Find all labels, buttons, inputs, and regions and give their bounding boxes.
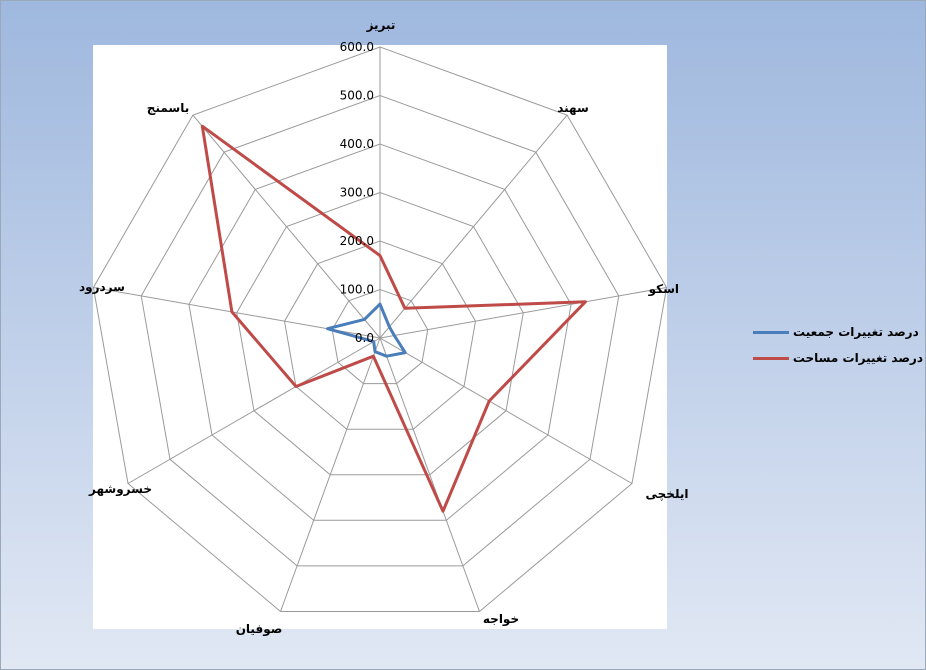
category-label-4: خواجه: [483, 612, 519, 627]
category-label-7: سردرود: [79, 280, 125, 295]
grid-spoke-5: [280, 337, 381, 612]
tick-label-1: 100.0: [340, 283, 374, 297]
grid-spoke-1: [379, 114, 568, 339]
legend-label-area: درصد تغییرات مساحت: [792, 351, 923, 365]
grid-ring-2: [283, 240, 477, 430]
grid-ring-3: [236, 191, 524, 476]
category-label-5: صوفیان: [236, 622, 283, 637]
grid-spoke-8: [192, 114, 381, 339]
legend-item-area: درصد تغییرات مساحت: [753, 345, 923, 371]
radar-labels: 0.0 100.0 200.0 300.0 400.0 500.0 600.0 تبریز سه…: [79, 18, 688, 637]
radar-series-layer: [200, 124, 587, 513]
grid-spoke-2: [379, 287, 667, 339]
category-label-2: اسکو: [648, 282, 679, 297]
series-line-0: [326, 302, 407, 358]
category-label-6: خسروشهر: [88, 482, 152, 497]
legend-swatch-area: [753, 356, 789, 360]
category-label-3: ایلخچی: [646, 487, 689, 501]
grid-ring-1: [331, 288, 429, 385]
tick-label-0: 0.0: [355, 331, 374, 345]
legend: درصد تغییرات جمعیت درصد تغییرات مساحت: [753, 319, 923, 371]
category-label-0: تبریز: [366, 18, 396, 32]
grid-spoke-3: [379, 337, 633, 484]
category-label-8: باسمنج: [147, 101, 189, 115]
legend-swatch-population: [753, 330, 789, 334]
tick-label-2: 200.0: [340, 234, 374, 248]
grid-ring-6: [92, 46, 668, 612]
category-label-1: سهند: [557, 101, 589, 115]
radar-grid: [92, 46, 668, 612]
series-line-1: [200, 124, 587, 513]
tick-label-4: 400.0: [340, 137, 374, 151]
legend-item-population: درصد تغییرات جمعیت: [753, 319, 923, 345]
grid-ring-5: [140, 94, 620, 567]
legend-label-population: درصد تغییرات جمعیت: [793, 325, 919, 339]
grid-spoke-6: [127, 337, 381, 484]
tick-label-6: 600.0: [340, 40, 374, 54]
tick-label-3: 300.0: [340, 186, 374, 200]
tick-label-5: 500.0: [340, 89, 374, 103]
grid-spoke-4: [379, 337, 480, 612]
